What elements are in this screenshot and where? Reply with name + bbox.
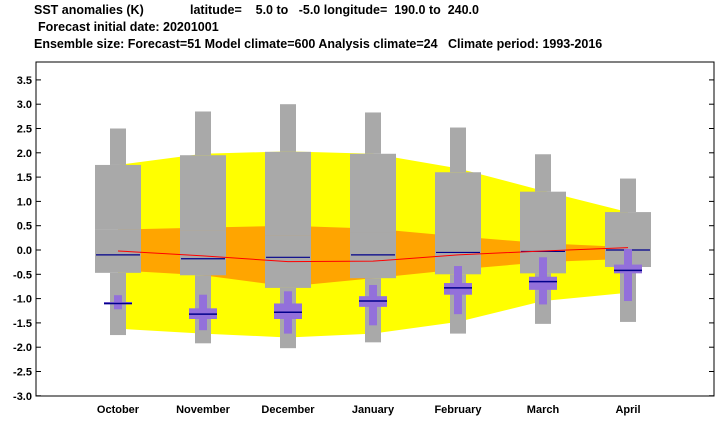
climate-upper-whisker [535, 154, 551, 192]
climate-upper-box [605, 212, 651, 233]
y-tick-label: 3.5 [17, 75, 32, 87]
climate-upper-whisker [195, 111, 211, 156]
climate-iqr-box [180, 230, 226, 276]
climate-upper-box [350, 153, 396, 233]
climate-iqr-box [350, 232, 396, 279]
forecast-box [614, 264, 642, 274]
climate-upper-whisker [110, 128, 126, 165]
plot-frame [35, 61, 715, 397]
y-tick-label: -1.0 [13, 294, 32, 306]
y-tick-label: 0.0 [17, 245, 32, 257]
x-tick-label: October [97, 404, 140, 416]
y-tick-label: 0.5 [17, 221, 32, 233]
y-tick-label: 3.0 [17, 99, 32, 111]
climate-upper-box [520, 191, 566, 233]
x-tick-label: April [615, 404, 640, 416]
chart-header: SST anomalies (K) latitude= 5.0 to -5.0 … [0, 0, 720, 60]
x-tick-label: February [434, 404, 482, 416]
y-tick-label: -3.0 [13, 391, 32, 403]
forecast-box [274, 303, 302, 320]
y-tick-label: -2.0 [13, 342, 32, 354]
y-tick-label: -2.5 [13, 367, 32, 379]
y-tick-label: -0.5 [13, 269, 32, 281]
forecast-whisker [624, 249, 632, 302]
climate-upper-box [435, 172, 481, 233]
climate-upper-box [180, 155, 226, 231]
climate-upper-box [265, 151, 311, 236]
forecast-box [444, 283, 472, 295]
y-tick-label: 1.5 [17, 172, 32, 184]
climate-upper-box [95, 164, 141, 230]
y-tick-label: 2.0 [17, 148, 32, 160]
x-tick-label: January [352, 404, 395, 416]
climate-mean-line [117, 247, 629, 263]
region-label: latitude= 5.0 to -5.0 longitude= 190.0 t… [190, 3, 479, 17]
chart-title: SST anomalies (K) [34, 3, 144, 17]
climate-upper-whisker [280, 104, 296, 152]
y-tick-label: 1.0 [17, 196, 32, 208]
climate-upper-whisker [620, 178, 636, 213]
x-tick-label: March [527, 404, 560, 416]
y-tick-label: 2.5 [17, 124, 32, 136]
x-tick-label: December [261, 404, 315, 416]
x-tick-label: November [176, 404, 231, 416]
climate-upper-whisker [365, 112, 381, 154]
forecast-date-label: Forecast initial date: 20201001 [38, 20, 219, 34]
y-tick-label: -1.5 [13, 318, 32, 330]
climate-upper-whisker [450, 127, 466, 173]
ensemble-label: Ensemble size: Forecast=51 Model climate… [34, 37, 603, 51]
forecast-box [529, 276, 557, 290]
